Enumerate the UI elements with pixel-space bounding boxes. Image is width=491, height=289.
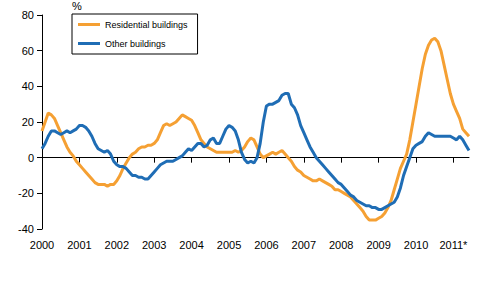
svg-text:2002: 2002 <box>105 239 129 251</box>
svg-text:2007: 2007 <box>292 239 316 251</box>
svg-text:2009: 2009 <box>366 239 390 251</box>
svg-text:-40: -40 <box>18 223 34 235</box>
svg-text:80: 80 <box>22 9 34 21</box>
svg-text:0: 0 <box>28 152 34 164</box>
svg-text:2011*: 2011* <box>439 239 468 251</box>
svg-text:2008: 2008 <box>329 239 353 251</box>
svg-text:20: 20 <box>22 116 34 128</box>
svg-text:-20: -20 <box>18 187 34 199</box>
svg-text:2006: 2006 <box>254 239 278 251</box>
svg-text:2003: 2003 <box>142 239 166 251</box>
svg-text:2001: 2001 <box>67 239 91 251</box>
svg-text:60: 60 <box>22 45 34 57</box>
svg-text:Residential buildings: Residential buildings <box>105 20 188 30</box>
svg-text:2005: 2005 <box>217 239 241 251</box>
svg-text:Other buildings: Other buildings <box>105 39 166 49</box>
svg-text:2000: 2000 <box>30 239 54 251</box>
svg-text:40: 40 <box>22 80 34 92</box>
svg-text:2010: 2010 <box>404 239 428 251</box>
svg-text:2004: 2004 <box>179 239 203 251</box>
svg-text:%: % <box>72 0 82 12</box>
